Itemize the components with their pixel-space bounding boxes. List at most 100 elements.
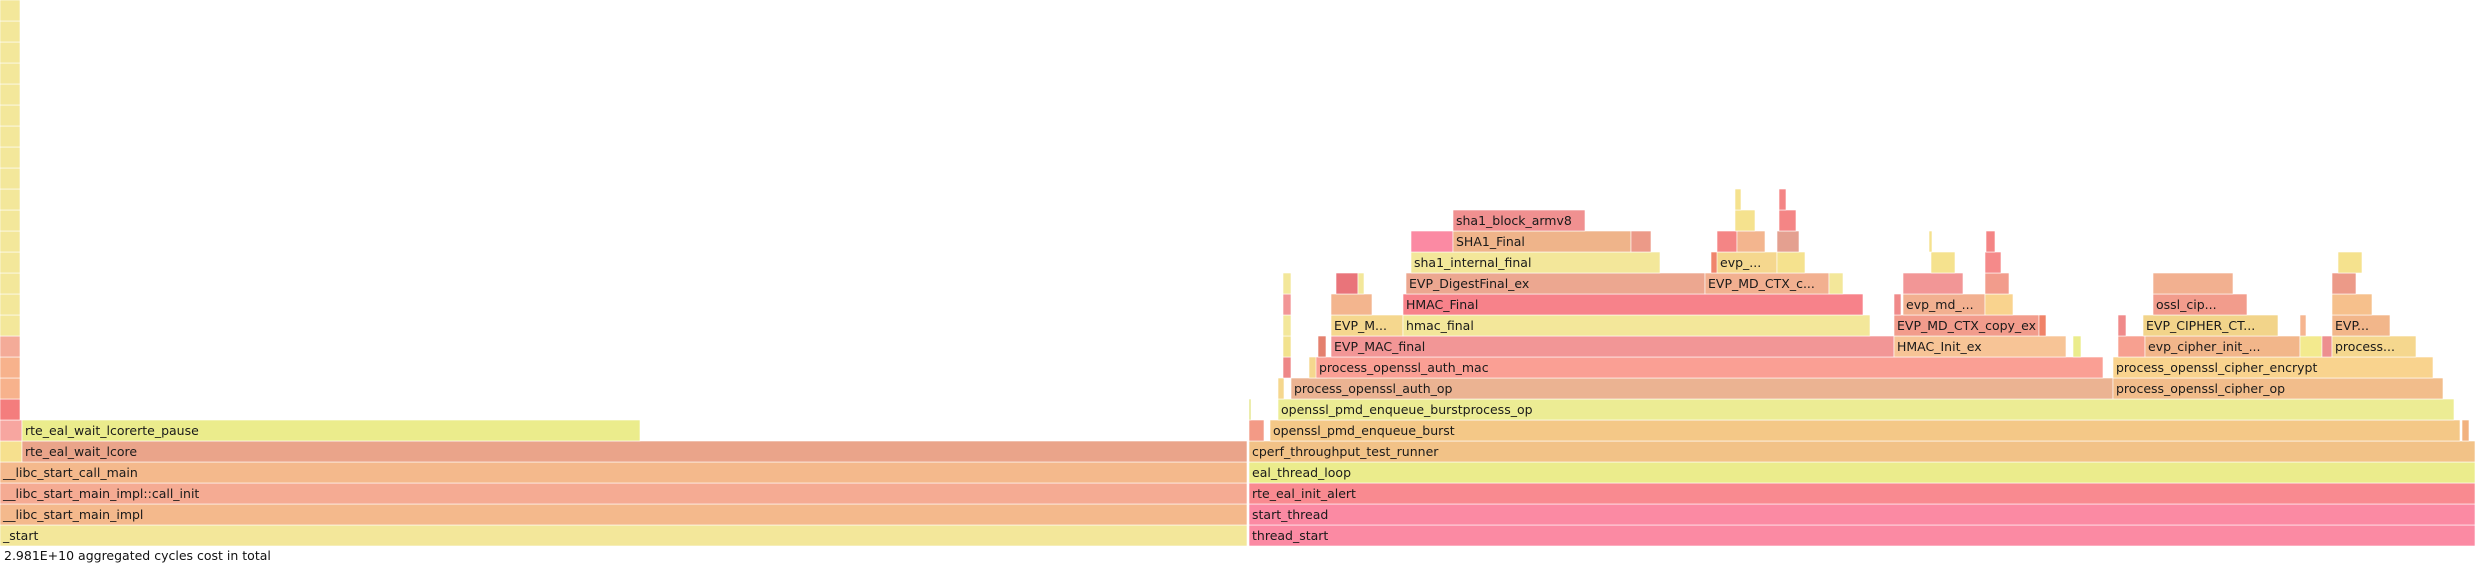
frame-evp-cipher-ct[interactable]: EVP_CIPHER_CT... (2142, 314, 2279, 337)
frame-unlabeled[interactable] (0, 83, 21, 106)
frame-unlabeled[interactable] (1930, 251, 1956, 274)
frame-evp-e[interactable]: EVP... (2331, 314, 2391, 337)
frame-evp-md-c[interactable]: evp_md_... (1902, 293, 1986, 316)
frame-unlabeled[interactable] (2337, 251, 2363, 274)
frame-unlabeled[interactable] (1736, 230, 1766, 253)
frame-sha1-final[interactable]: SHA1_Final (1452, 230, 1632, 253)
frame-process-openssl-auth-op[interactable]: process_openssl_auth_op (1290, 377, 2114, 400)
frame-unlabeled[interactable] (1282, 272, 1292, 295)
frame-ossl-ciphe[interactable]: ossl_cip... (2152, 293, 2248, 316)
frame-unlabeled[interactable] (1778, 209, 1797, 232)
frame-process-openssl-cipher-encrypt[interactable]: process_openssl_cipher_encrypt (2112, 356, 2434, 379)
frame-unlabeled[interactable] (1282, 356, 1292, 379)
frame-unlabeled[interactable] (1778, 188, 1787, 211)
frame-unlabeled[interactable] (0, 167, 21, 190)
frame-unlabeled[interactable] (0, 419, 23, 442)
frame-unlabeled[interactable] (1357, 272, 1365, 295)
frame-unlabeled[interactable] (1330, 293, 1373, 316)
frame-libc-start-call-main[interactable]: __libc_start_call_main (0, 461, 1248, 484)
frame-libc-start-main-impl[interactable]: __libc_start_main_impl (0, 503, 1248, 526)
frame-unlabeled[interactable] (1248, 419, 1265, 442)
frame-unlabeled[interactable] (1282, 314, 1292, 337)
frame-rte-eal-wait-lcorerte-pause[interactable]: rte_eal_wait_lcorerte_pause (21, 419, 641, 442)
frame-unlabeled[interactable] (0, 0, 21, 22)
frame-process-o[interactable]: process... (2331, 335, 2417, 358)
frame-unlabeled[interactable] (0, 230, 21, 253)
frame-unlabeled[interactable] (1335, 272, 1359, 295)
frame-unlabeled[interactable] (2331, 272, 2357, 295)
frame-evp-cipher-init-internal[interactable]: evp_cipher_init_... (2144, 335, 2301, 358)
frame-hmac-init-ex[interactable]: HMAC_Init_ex (1893, 335, 2067, 358)
frame-thread-start[interactable]: thread_start (1248, 524, 2475, 546)
frame-unlabeled[interactable] (0, 377, 21, 400)
frame-unlabeled[interactable] (0, 125, 21, 148)
frame-unlabeled[interactable] (1734, 188, 1742, 211)
frame-process-openssl-auth-mac[interactable]: process_openssl_auth_mac (1315, 356, 2104, 379)
frame-unlabeled[interactable] (2152, 272, 2234, 295)
frame-unlabeled[interactable] (2117, 335, 2146, 358)
frame-unlabeled[interactable] (1893, 293, 1902, 316)
frame-unlabeled[interactable] (1984, 251, 2002, 274)
frame-unlabeled[interactable] (2117, 314, 2127, 337)
frame-unlabeled[interactable] (1248, 398, 1252, 421)
frame-evp-md-ctx-co[interactable]: EVP_MD_CTX_c... (1704, 272, 1830, 295)
frame-cperf-throughput-test-runner[interactable]: cperf_throughput_test_runner (1248, 440, 2475, 463)
frame-unlabeled[interactable] (0, 272, 21, 295)
frame-evp-md-ctx-copy-ex[interactable]: EVP_MD_CTX_copy_ex (1893, 314, 2040, 337)
frame-unlabeled[interactable] (1317, 335, 1327, 358)
frame-unlabeled[interactable] (2072, 335, 2082, 358)
frame-unlabeled[interactable] (2299, 314, 2307, 337)
frame-unlabeled[interactable] (0, 398, 21, 421)
frame-unlabeled[interactable] (1902, 272, 1964, 295)
frame-libc-start-main-impl-call-init[interactable]: __libc_start_main_impl::call_init (0, 482, 1248, 505)
frame-unlabeled[interactable] (1984, 272, 2010, 295)
frame-sha1-internal-final[interactable]: sha1_internal_final (1410, 251, 1661, 274)
frame-sha1-block-armv8[interactable]: sha1_block_armv8 (1452, 209, 1586, 232)
frame-openssl-pmd-enqueue-burstprocess-op[interactable]: openssl_pmd_enqueue_burstprocess_op (1277, 398, 2455, 421)
frame-unlabeled[interactable] (0, 440, 23, 463)
frame-unlabeled[interactable] (2461, 419, 2470, 442)
frame-unlabeled[interactable] (0, 293, 21, 316)
frame-hmac-final[interactable]: hmac_final (1402, 314, 1871, 337)
frame-unlabeled[interactable] (1630, 230, 1652, 253)
frame-unlabeled[interactable] (1410, 230, 1454, 253)
frame-eal-thread-loop[interactable]: eal_thread_loop (1248, 461, 2475, 484)
frame-unlabeled[interactable] (0, 62, 21, 85)
frame-unlabeled[interactable] (2299, 335, 2323, 358)
frame-unlabeled[interactable] (0, 314, 21, 337)
frame-unlabeled[interactable] (1776, 251, 1806, 274)
frame-unlabeled[interactable] (2331, 293, 2373, 316)
frame-unlabeled[interactable] (0, 356, 21, 379)
frame-unlabeled[interactable] (0, 251, 21, 274)
frame-unlabeled[interactable] (1828, 272, 1844, 295)
frame-evp-digestfinal-ex[interactable]: EVP_DigestFinal_ex (1405, 272, 1706, 295)
frame-openssl-pmd-enqueue-burst[interactable]: openssl_pmd_enqueue_burst (1269, 419, 2461, 442)
frame-unlabeled[interactable] (1985, 230, 1996, 253)
frame-evp-mac-final[interactable]: EVP_MAC_final (1330, 335, 1895, 358)
frame-unlabeled[interactable] (0, 20, 21, 43)
frame-unlabeled[interactable] (0, 146, 21, 169)
frame-unlabeled[interactable] (0, 335, 21, 358)
frame-unlabeled[interactable] (1282, 335, 1292, 358)
frame-rte-eal-init-alert[interactable]: rte_eal_init_alert (1248, 482, 2475, 505)
frame-unlabeled[interactable] (0, 104, 21, 127)
frame-unlabeled[interactable] (1734, 209, 1756, 232)
frame-unlabeled[interactable] (1776, 230, 1800, 253)
frame-process-openssl-cipher-op[interactable]: process_openssl_cipher_op (2112, 377, 2444, 400)
frame-unlabeled[interactable] (1282, 293, 1292, 316)
frame-unlabeled[interactable] (1984, 293, 2014, 316)
frame-unlabeled[interactable] (0, 188, 21, 211)
frame-unlabeled[interactable] (0, 41, 21, 64)
frame-unlabeled[interactable] (1277, 377, 1285, 400)
frame-rte-eal-wait-lcore[interactable]: rte_eal_wait_lcore (21, 440, 1248, 463)
frame-unlabeled[interactable] (2321, 335, 2333, 358)
frame-unlabeled[interactable] (1716, 230, 1738, 253)
frame-start-thread[interactable]: start_thread (1248, 503, 2475, 526)
frame-unlabeled[interactable] (0, 209, 21, 232)
frame-evp-ma[interactable]: EVP_M... (1330, 314, 1404, 337)
frame-unlabeled[interactable] (2038, 314, 2047, 337)
frame-start[interactable]: _start (0, 524, 1248, 546)
frame-hmac-final[interactable]: HMAC_Final (1402, 293, 1864, 316)
frame-evp[interactable]: evp_... (1716, 251, 1778, 274)
frame-unlabeled[interactable] (1928, 230, 1933, 253)
